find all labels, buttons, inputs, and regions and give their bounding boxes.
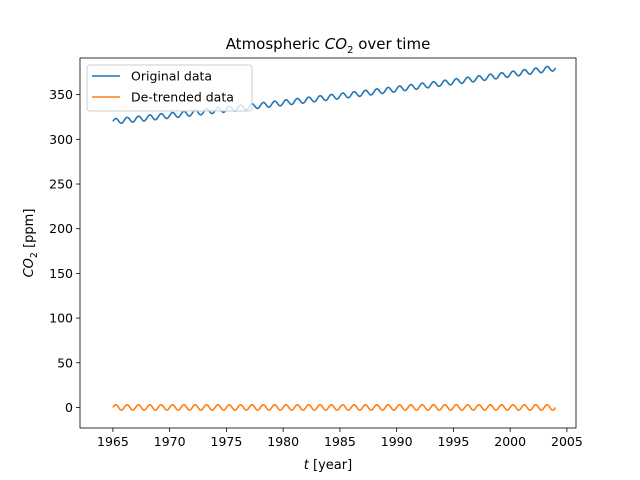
- series-line-original: [112, 65, 557, 125]
- legend-label-detrended: De-trended data: [131, 90, 234, 105]
- x-tick-label: 1965: [97, 434, 129, 449]
- chart-title: Atmospheric CO2 over time: [226, 35, 431, 56]
- series-line-detrended: [112, 403, 557, 411]
- x-tick-label: 1970: [154, 434, 186, 449]
- x-tick-label: 1995: [438, 434, 470, 449]
- y-tick-label: 50: [57, 355, 73, 370]
- y-tick-label: 200: [49, 221, 73, 236]
- x-tick-label: 2000: [494, 434, 526, 449]
- legend-label-original: Original data: [131, 69, 212, 84]
- y-tick-label: 150: [49, 266, 73, 281]
- x-tick-label: 1985: [324, 434, 356, 449]
- y-tick-label: 250: [49, 177, 73, 192]
- x-tick-label: 1990: [381, 434, 413, 449]
- x-axis-ticks: 1965 1970 1975 1980 1985 1990 1995 2000 2005: [97, 428, 583, 449]
- plot-frame: [79, 57, 577, 429]
- series-layer: [112, 65, 557, 411]
- y-axis-label: CO2 [ppm]: [22, 209, 40, 278]
- x-tick-label: 2005: [551, 434, 583, 449]
- y-tick-label: 300: [49, 132, 73, 147]
- y-tick-label: 0: [65, 400, 73, 415]
- legend: Original data De-trended data: [86, 64, 253, 112]
- legend-box: [86, 64, 253, 112]
- y-tick-label: 100: [49, 311, 73, 326]
- y-tick-label: 350: [49, 87, 73, 102]
- x-axis-label: t [year]: [304, 458, 352, 473]
- y-axis-ticks: 0 50 100 150 200 250 300 350: [49, 87, 80, 415]
- x-tick-label: 1980: [267, 434, 299, 449]
- x-tick-label: 1975: [211, 434, 243, 449]
